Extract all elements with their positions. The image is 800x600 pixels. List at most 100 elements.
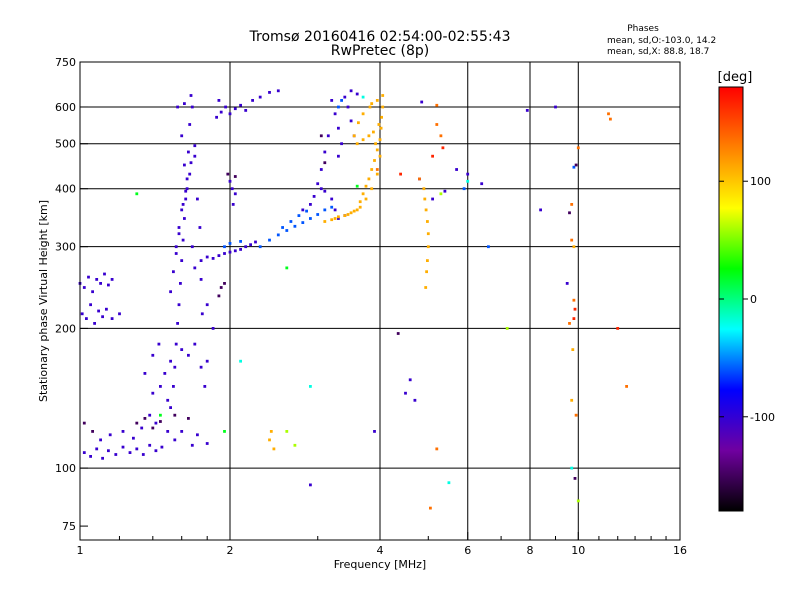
data-point [228,242,232,245]
data-point [205,303,209,307]
data-point [570,398,574,402]
data-point [233,192,237,196]
data-point [148,443,152,447]
data-point [607,112,610,116]
data-point [189,94,193,97]
data-point [337,105,340,109]
data-point [431,197,434,201]
data-point [205,255,209,259]
data-point [396,332,400,335]
data-point [258,245,262,249]
data-point [166,430,170,433]
data-point [573,477,577,480]
data-point [184,189,188,193]
data-point [105,307,108,311]
data-point [358,200,362,204]
data-point [435,103,439,107]
data-point [443,189,447,193]
data-point [570,466,574,470]
data-point [180,430,184,433]
data-point [159,420,162,423]
data-point [228,250,232,254]
y-tick-label: 200 [55,322,76,335]
data-point [268,91,271,94]
data-point [135,421,139,425]
data-point [268,438,271,442]
data-point [572,317,576,320]
data-point [370,102,374,105]
data-point [370,187,374,191]
data-point [151,353,155,357]
data-point [337,126,340,130]
data-point [179,282,182,285]
data-point [466,172,470,176]
data-point [281,226,284,229]
data-point [323,220,327,223]
data-point [380,115,383,119]
data-point [487,245,490,249]
data-point [223,245,226,249]
data-point [361,112,365,116]
data-point [316,182,320,186]
chart-subtitle: RwPretec (8p) [331,43,429,59]
data-point [326,134,330,138]
data-point [224,105,227,109]
data-point [199,259,203,262]
data-point [381,94,385,97]
data-point [323,208,327,212]
data-point [219,110,223,114]
data-point [95,278,99,281]
data-point [233,249,237,253]
data-point [173,438,177,442]
data-point [190,105,194,109]
data-point [169,290,172,294]
data-point [188,172,192,176]
data-point [609,117,612,121]
data-point [426,245,430,249]
data-point [346,213,350,216]
data-point [239,359,242,363]
data-point [177,226,181,229]
x-tick-label: 2 [227,544,234,557]
data-point [625,385,628,388]
data-point [183,217,186,220]
data-point [180,134,184,138]
phases-header: Phases [627,24,659,34]
data-point [418,177,421,181]
data-point [121,430,125,433]
colorbar-ticks: 100 0 -100 [719,175,775,424]
data-point [375,148,379,152]
y-axis-label: Stationary phase Virtual Height [km] [37,200,50,402]
data-point [97,309,100,313]
data-point [373,430,376,433]
data-point [187,150,190,154]
data-point [352,134,356,138]
data-point [200,312,204,316]
data-point [231,203,235,206]
data-point [297,214,301,217]
data-point [107,449,110,453]
data-point [107,283,110,287]
data-point [568,322,571,325]
data-point [157,342,161,346]
data-point [217,99,221,102]
data-point [183,102,186,105]
data-point [343,214,347,217]
data-point [305,209,308,213]
data-point [85,317,88,320]
data-point [337,215,340,219]
data-point [219,286,223,289]
data-point [372,130,375,134]
data-point [423,197,427,201]
data-point [95,447,99,451]
data-point [199,365,203,369]
data-point [364,197,368,201]
data-point [404,391,407,395]
data-point [301,208,305,212]
data-point [349,211,353,215]
data-point [616,327,620,330]
data-point [364,184,368,188]
data-point [462,187,466,191]
data-point [188,123,192,126]
data-point [132,436,135,440]
